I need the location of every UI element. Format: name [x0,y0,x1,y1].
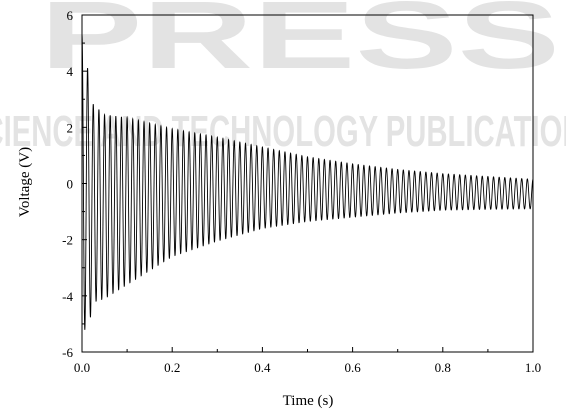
y-tick-label: 2 [67,120,74,135]
y-axis-title: Voltage (V) [17,147,33,217]
y-tick-label: -6 [62,345,73,360]
x-tick-label: 0.8 [435,360,451,375]
x-tick-label: 1.0 [525,360,541,375]
x-tick-label: 0.0 [74,360,90,375]
y-tick-label: -2 [62,233,73,248]
x-tick-label: 0.6 [344,360,361,375]
axes: 0.0 0.2 0.4 0.6 0.8 1.0 -6 -4 -2 0 2 4 6 [62,8,541,375]
x-tick-label: 0.2 [164,360,180,375]
y-tick-label: -4 [62,289,73,304]
x-axis-title: Time (s) [283,393,334,409]
y-tick-label: 0 [67,177,74,192]
plot-area [81,34,534,330]
y-tick-label: 4 [67,64,74,79]
x-tick-label: 0.4 [254,360,271,375]
voltage-series-line [81,34,534,330]
y-tick-label: 6 [67,8,74,23]
watermark-bottom: SCIENCE AND TECHNOLOGY PUBLICATIONS [0,107,566,156]
watermark-top: PRESS [40,0,560,89]
